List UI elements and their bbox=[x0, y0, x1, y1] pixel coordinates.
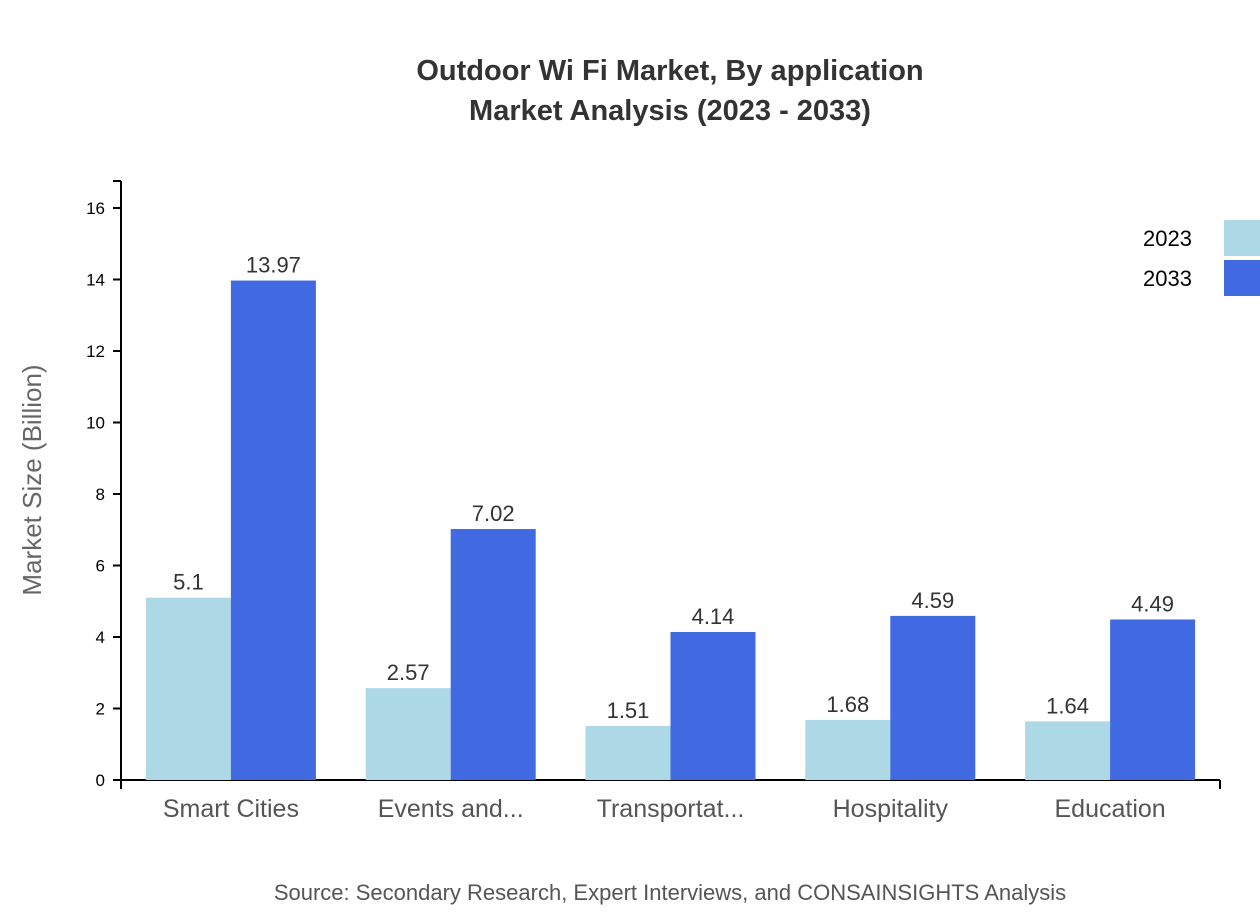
y-tick-label: 0 bbox=[96, 771, 105, 790]
data-label: 4.14 bbox=[692, 604, 735, 629]
data-label: 1.68 bbox=[826, 692, 869, 717]
bar-2033 bbox=[450, 529, 536, 780]
bar-2033 bbox=[1110, 619, 1196, 780]
y-tick-label: 10 bbox=[86, 414, 105, 433]
x-tick-label: Events and... bbox=[378, 795, 524, 823]
x-tick-label: Education bbox=[1054, 795, 1165, 823]
chart-subtitle: Market Analysis (2023 - 2033) bbox=[469, 95, 871, 127]
legend-label: 2033 bbox=[1143, 266, 1192, 291]
legend-swatch-2033 bbox=[1224, 260, 1260, 296]
bar-2033 bbox=[230, 280, 316, 780]
y-tick-label: 12 bbox=[86, 342, 105, 361]
data-label: 13.97 bbox=[246, 253, 301, 278]
data-label: 1.51 bbox=[607, 698, 650, 723]
x-tick-label: Transportat... bbox=[597, 795, 745, 823]
data-label: 4.49 bbox=[1131, 591, 1174, 616]
bar-2023 bbox=[145, 597, 231, 780]
y-tick-label: 8 bbox=[96, 485, 105, 504]
data-label: 4.59 bbox=[911, 588, 954, 613]
data-label: 2.57 bbox=[387, 660, 430, 685]
bar-2023 bbox=[805, 719, 891, 780]
y-tick-label: 16 bbox=[86, 199, 105, 218]
x-tick-label: Hospitality bbox=[833, 795, 949, 823]
data-label: 5.1 bbox=[173, 570, 204, 595]
bar-2023 bbox=[365, 688, 451, 780]
legend-swatch-2023 bbox=[1224, 220, 1260, 256]
bar-2033 bbox=[890, 615, 976, 780]
y-tick-label: 2 bbox=[96, 700, 105, 719]
bar-2023 bbox=[585, 726, 671, 780]
y-tick-label: 4 bbox=[96, 628, 105, 647]
bar-2023 bbox=[1025, 721, 1111, 780]
data-label: 7.02 bbox=[472, 501, 515, 526]
y-axis-label: Market Size (Billion) bbox=[17, 364, 47, 595]
chart-title: Outdoor Wi Fi Market, By application bbox=[416, 55, 923, 87]
x-tick-label: Smart Cities bbox=[163, 795, 299, 823]
legend-label: 2023 bbox=[1143, 226, 1192, 251]
data-label: 1.64 bbox=[1046, 693, 1089, 718]
source-note: Source: Secondary Research, Expert Inter… bbox=[274, 880, 1066, 905]
bar-2033 bbox=[670, 631, 756, 780]
y-tick-label: 14 bbox=[86, 271, 105, 290]
y-tick-label: 6 bbox=[96, 557, 105, 576]
